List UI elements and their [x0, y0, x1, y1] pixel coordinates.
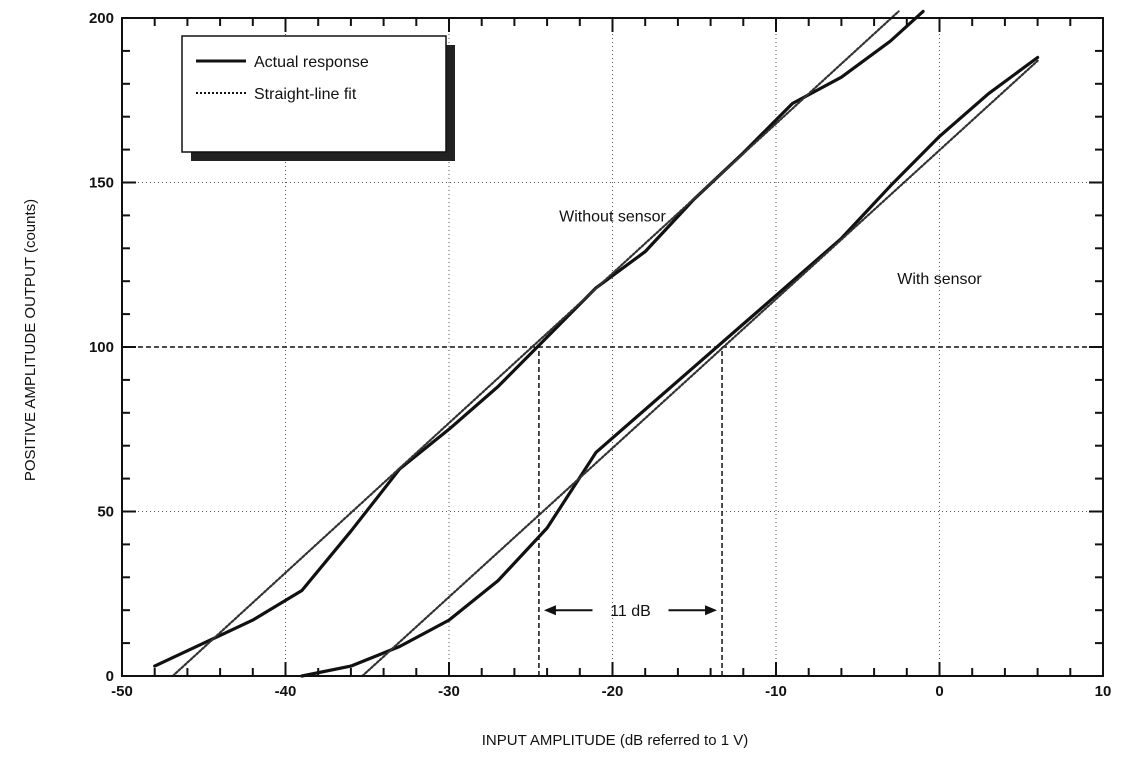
y-tick-label: 100 — [89, 339, 114, 356]
y-tick-label: 50 — [97, 504, 114, 521]
arrow-left-head — [543, 605, 556, 616]
annotation-without-sensor: Without sensor — [559, 208, 666, 225]
y-tick-label: 200 — [89, 10, 114, 27]
series-lines — [153, 9, 1040, 678]
legend-label-fit: Straight-line fit — [254, 86, 357, 103]
legend: Actual response Straight-line fit — [181, 35, 455, 161]
y-tick-label: 0 — [106, 668, 114, 685]
straight-line-fit-without-sensor — [171, 10, 900, 678]
straight-line-fit-with-sensor — [361, 59, 1039, 678]
x-axis-label: INPUT AMPLITUDE (dB referred to 1 V) — [482, 732, 748, 749]
x-tick-label: 10 — [1095, 683, 1112, 700]
annotation-11db: 11 dB — [610, 603, 651, 620]
x-tick-label: -30 — [438, 683, 460, 700]
annotations: Without sensor With sensor 11 dB — [559, 208, 982, 620]
y-axis-label: POSITIVE AMPLITUDE OUTPUT (counts) — [22, 199, 39, 481]
x-tick-label: -40 — [275, 683, 297, 700]
y-tick-label: 150 — [89, 175, 114, 192]
annotation-with-sensor: With sensor — [897, 271, 982, 288]
actual-response-line-with-sensor — [300, 55, 1040, 678]
tick-marks — [121, 17, 1104, 677]
x-tick-label: 0 — [935, 683, 943, 700]
legend-label-actual: Actual response — [254, 54, 369, 71]
arrow-right-head — [705, 605, 718, 616]
reference-lines — [122, 346, 1103, 676]
x-tick-label: -10 — [765, 683, 787, 700]
x-tick-label: -20 — [602, 683, 624, 700]
x-tick-label: -50 — [111, 683, 133, 700]
